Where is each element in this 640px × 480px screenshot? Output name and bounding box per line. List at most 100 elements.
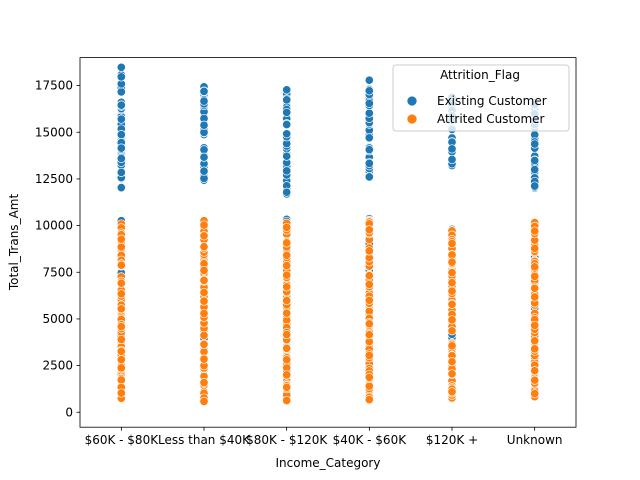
data-point bbox=[116, 304, 126, 314]
data-point bbox=[364, 98, 374, 108]
data-point bbox=[116, 153, 126, 164]
data-point bbox=[116, 114, 126, 124]
y-tick-label: 17500 bbox=[35, 79, 73, 93]
data-point bbox=[530, 320, 540, 330]
data-point bbox=[199, 308, 209, 319]
y-tick-label: 10000 bbox=[35, 219, 73, 233]
data-point bbox=[116, 167, 126, 177]
legend-label-attrited-customer: Attrited Customer bbox=[437, 112, 545, 126]
data-point bbox=[199, 296, 209, 306]
data-point bbox=[116, 388, 126, 398]
data-point bbox=[447, 286, 457, 296]
data-point bbox=[199, 275, 209, 285]
data-point bbox=[364, 75, 374, 85]
data-point bbox=[116, 278, 126, 288]
data-point bbox=[364, 395, 374, 405]
legend: Attrition_Flag Existing Customer Attrite… bbox=[392, 64, 570, 132]
data-point bbox=[282, 95, 292, 105]
x-tick-label: Less than $40K bbox=[158, 433, 251, 447]
data-point bbox=[447, 341, 457, 351]
data-point bbox=[116, 72, 126, 82]
data-point bbox=[447, 257, 457, 267]
data-point bbox=[364, 133, 374, 143]
data-point bbox=[364, 158, 374, 168]
data-point bbox=[282, 166, 292, 176]
legend-box bbox=[392, 64, 570, 132]
data-point bbox=[364, 350, 374, 361]
plot-frame bbox=[79, 57, 577, 428]
data-point bbox=[199, 86, 209, 96]
data-point bbox=[364, 172, 374, 182]
data-point bbox=[282, 355, 292, 365]
data-point bbox=[447, 357, 457, 367]
data-point bbox=[530, 292, 540, 302]
y-tick-label: 5000 bbox=[42, 312, 73, 326]
data-point bbox=[530, 271, 540, 281]
data-point bbox=[530, 226, 540, 236]
data-point bbox=[199, 231, 209, 241]
data-point bbox=[364, 279, 374, 289]
data-point bbox=[116, 130, 126, 140]
data-point bbox=[530, 344, 540, 354]
data-point bbox=[447, 278, 457, 288]
data-point bbox=[530, 181, 540, 191]
data-point bbox=[530, 165, 540, 175]
data-point bbox=[447, 369, 457, 379]
data-point bbox=[282, 85, 292, 95]
y-tick-label: 7500 bbox=[42, 265, 73, 279]
y-tick-label: 0 bbox=[65, 405, 73, 419]
data-point bbox=[199, 330, 209, 340]
x-tick-label: $60K - $80K bbox=[85, 433, 160, 447]
data-point bbox=[282, 151, 292, 161]
data-point bbox=[116, 183, 126, 193]
data-point bbox=[199, 339, 209, 349]
data-point bbox=[364, 246, 374, 256]
y-tick-label: 15000 bbox=[35, 125, 73, 139]
data-point bbox=[282, 129, 292, 139]
data-point bbox=[282, 119, 292, 130]
data-point bbox=[199, 287, 209, 298]
data-point bbox=[116, 334, 126, 345]
data-point bbox=[199, 354, 209, 364]
x-tick-label: $80K - $120K bbox=[246, 433, 328, 447]
data-point bbox=[447, 387, 457, 397]
data-point bbox=[447, 326, 457, 336]
data-point bbox=[199, 242, 209, 252]
data-point bbox=[199, 96, 209, 106]
data-point bbox=[116, 355, 126, 365]
data-point bbox=[282, 270, 292, 280]
data-point bbox=[116, 242, 126, 252]
data-point bbox=[530, 155, 540, 166]
data-point bbox=[282, 295, 292, 306]
data-point bbox=[447, 154, 457, 165]
data-point bbox=[282, 382, 292, 392]
data-point bbox=[199, 378, 209, 388]
data-point bbox=[199, 220, 209, 230]
data-point bbox=[116, 346, 126, 356]
data-point bbox=[199, 265, 209, 275]
data-point bbox=[199, 396, 209, 406]
data-point bbox=[282, 261, 292, 271]
x-tick-label: Unknown bbox=[507, 433, 563, 447]
data-point bbox=[282, 370, 292, 380]
data-point bbox=[364, 86, 374, 96]
data-point bbox=[364, 372, 374, 382]
data-point bbox=[530, 283, 540, 293]
data-point bbox=[282, 343, 292, 353]
data-point bbox=[364, 319, 374, 329]
data-point bbox=[116, 289, 126, 299]
y-axis: 0 2500 5000 7500 10000 12500 15000 17500 bbox=[35, 79, 80, 419]
data-point bbox=[116, 363, 126, 373]
data-point bbox=[282, 395, 292, 406]
data-point bbox=[116, 87, 126, 97]
legend-label-existing-customer: Existing Customer bbox=[437, 94, 547, 108]
x-axis-label: Income_Category bbox=[276, 456, 381, 470]
data-point bbox=[530, 375, 540, 385]
data-point bbox=[447, 268, 457, 278]
points-layer bbox=[116, 62, 540, 406]
data-point bbox=[116, 143, 126, 153]
y-axis-label: Total_Trans_Amt bbox=[7, 194, 21, 292]
legend-marker-existing-customer bbox=[406, 95, 418, 107]
data-point bbox=[530, 139, 540, 149]
